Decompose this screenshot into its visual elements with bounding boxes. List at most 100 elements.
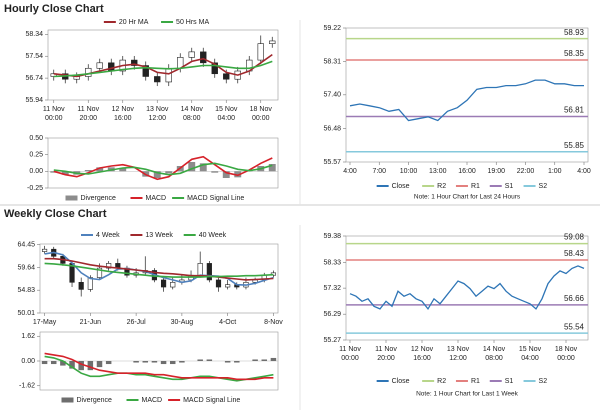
y-tick-label: 56.74 [25, 75, 43, 82]
divergence-bar [188, 162, 196, 172]
y-tick-label: 58.31 [323, 58, 341, 65]
x-tick-label: 15 Nov 04:00 [215, 106, 238, 122]
divergence-bar [105, 361, 112, 365]
candle-body [106, 263, 112, 269]
candle-body [96, 267, 103, 278]
y-tick-label: 58.33 [323, 259, 341, 266]
x-tick-label: 11 Nov 20:00 [77, 106, 99, 122]
candle-body [257, 43, 264, 61]
series-line [44, 355, 274, 382]
candle-body [108, 62, 115, 72]
divergence-bar [268, 164, 276, 172]
x-tick-label: 13 Nov 12:00 [447, 346, 470, 362]
y-tick-label: 0.50 [29, 135, 43, 142]
y-tick-label: 59.22 [323, 25, 341, 32]
x-tick-label: 8-Nov [264, 319, 283, 326]
divergence-bar [50, 361, 57, 365]
x-tick-label: 4:00 [343, 168, 357, 175]
y-tick-label: 50.01 [17, 310, 35, 317]
divergence-bar [142, 361, 149, 363]
chart-note: Note: 1 Hour Chart for Last 24 Hours [414, 194, 521, 201]
y-tick-label: 64.45 [17, 242, 35, 249]
divergence-bar [199, 163, 207, 172]
legend-swatch [65, 195, 78, 201]
series-line [44, 262, 274, 278]
section-title: Weekly Close Chart [4, 208, 107, 220]
divergence-bar [165, 171, 173, 174]
divergence-bar [41, 361, 48, 365]
legend-label: MACD Signal Line [187, 195, 244, 202]
level-label: 55.54 [564, 322, 585, 331]
x-tick-label: 14 Nov 08:00 [181, 106, 204, 122]
series-line [349, 79, 584, 122]
legend-label: MACD [146, 195, 167, 202]
divergence-bar [234, 171, 242, 178]
candle-body [197, 263, 203, 276]
y-tick-label: 54.83 [17, 287, 35, 294]
x-tick-label: 4-Oct [219, 319, 236, 326]
legend-label: S1 [505, 378, 514, 385]
series-line [44, 257, 274, 281]
y-tick-label: 58.34 [25, 31, 43, 38]
candle-body [50, 73, 57, 77]
series-line [53, 60, 273, 78]
candle-body [206, 263, 212, 281]
y-tick-label: 0.00 [21, 358, 35, 365]
y-tick-label: 57.32 [323, 285, 341, 292]
candle-body [131, 59, 138, 66]
divergence-bar [60, 361, 66, 366]
divergence-bar [119, 168, 127, 172]
x-tick-label: 26-Jul [127, 319, 147, 326]
legend-label: S2 [539, 183, 548, 190]
candle-body [154, 76, 161, 83]
candle-body [215, 279, 222, 288]
divergence-bar [211, 171, 219, 173]
legend-label: Close [392, 378, 410, 385]
legend-label: Divergence [77, 397, 113, 404]
x-tick-label: 1:00 [548, 168, 562, 175]
candle-body [188, 51, 195, 58]
divergence-bar [224, 361, 231, 363]
candle-body [211, 62, 218, 75]
x-tick-label: 7:00 [372, 168, 386, 175]
legend-label: R1 [471, 183, 480, 190]
x-tick-label: 21-Jun [80, 319, 102, 326]
level-label: 58.43 [564, 249, 585, 258]
y-tick-label: 0.00 [29, 168, 43, 175]
series-line [53, 155, 273, 181]
divergence-bar [78, 361, 84, 371]
x-tick-label: 13 Nov 12:00 [146, 106, 169, 122]
candle-body [165, 67, 172, 83]
y-tick-label: 55.27 [323, 337, 341, 344]
legend-label: MACD [142, 397, 163, 404]
legend-swatch [61, 397, 74, 403]
divergence-bar [96, 361, 103, 368]
candle-body [269, 40, 276, 44]
legend-label: R2 [437, 378, 446, 385]
candle-body [223, 73, 230, 80]
legend-label: 4 Week [96, 232, 120, 239]
x-tick-label: 12 Nov 16:00 [411, 346, 434, 362]
y-tick-label: 55.57 [323, 159, 341, 166]
candle-body [78, 282, 84, 290]
legend-label: 50 Hrs MA [176, 19, 209, 26]
level-label: 58.35 [564, 49, 585, 58]
level-label: 56.66 [564, 294, 585, 303]
x-tick-label: 13:00 [429, 168, 447, 175]
legend-label: 20 Hr MA [119, 19, 149, 26]
legend-label: MACD Signal Line [183, 397, 240, 404]
y-tick-label: 55.94 [25, 97, 43, 104]
divergence-bar [261, 359, 268, 361]
series-line [53, 162, 273, 176]
y-tick-label: -0.25 [27, 185, 43, 192]
x-tick-label: 14 Nov 08:00 [483, 346, 506, 362]
x-tick-label: 12 Nov 16:00 [112, 106, 135, 122]
divergence-bar [160, 361, 167, 365]
series-line [349, 265, 585, 311]
level-label: 55.85 [564, 141, 585, 150]
y-tick-label: 59.38 [323, 233, 341, 240]
divergence-bar [69, 361, 75, 369]
candle-body [41, 248, 48, 252]
candle-body [200, 51, 207, 64]
chart-note: Note: 1 Hour Chart for Last 1 Week [416, 391, 519, 398]
